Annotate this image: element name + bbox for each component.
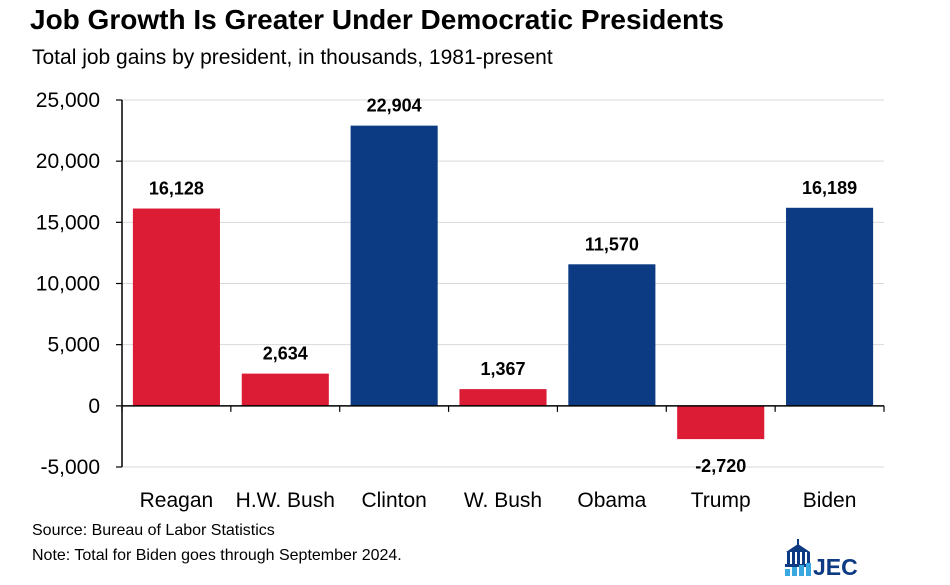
chart-title: Job Growth Is Greater Under Democratic P… <box>30 4 724 35</box>
x-category-label: Biden <box>803 489 857 512</box>
grid-lines <box>122 99 884 468</box>
jec-logo: JEC <box>785 539 858 578</box>
bar <box>350 125 438 406</box>
bar <box>677 405 765 440</box>
x-category-label: Obama <box>577 489 646 512</box>
y-tick-label: 10,000 <box>36 273 100 296</box>
y-tick-label: -5,000 <box>40 456 100 479</box>
x-category-label: Clinton <box>361 489 426 512</box>
footnote: Note: Total for Biden goes through Septe… <box>32 547 402 564</box>
x-category-label: H.W. Bush <box>236 489 335 512</box>
y-tick-label: 15,000 <box>36 211 100 234</box>
logo-text: JEC <box>813 554 858 578</box>
data-label: 2,634 <box>263 344 308 364</box>
x-category-label: Trump <box>691 489 751 512</box>
data-label: -2,720 <box>695 456 746 476</box>
bar <box>568 264 656 406</box>
y-tick-label: 20,000 <box>36 150 100 173</box>
source-note: Source: Bureau of Labor Statistics <box>32 522 275 539</box>
labels: -5,000 0 5,000 10,000 15,000 20,000 25,000 16,1… <box>36 89 857 512</box>
bar <box>459 389 547 406</box>
x-category-label: Reagan <box>140 489 214 512</box>
bar <box>132 208 220 406</box>
y-tick-label: 5,000 <box>47 334 100 357</box>
data-label: 11,570 <box>585 234 639 254</box>
x-category-label: W. Bush <box>464 489 542 512</box>
y-tick-label: 0 <box>88 395 100 418</box>
y-tick-label: 25,000 <box>36 89 100 112</box>
data-label: 16,128 <box>149 179 204 199</box>
bar <box>241 373 329 406</box>
bar-chart: -5,000 0 5,000 10,000 15,000 20,000 25,000 16,1… <box>36 89 885 512</box>
data-label: 16,189 <box>802 178 857 198</box>
chart-subtitle: Total job gains by president, in thousan… <box>32 46 553 69</box>
data-label: 22,904 <box>367 96 422 116</box>
axes <box>116 99 885 468</box>
bar <box>786 207 874 406</box>
bars <box>132 125 874 440</box>
data-label: 1,367 <box>480 359 525 379</box>
